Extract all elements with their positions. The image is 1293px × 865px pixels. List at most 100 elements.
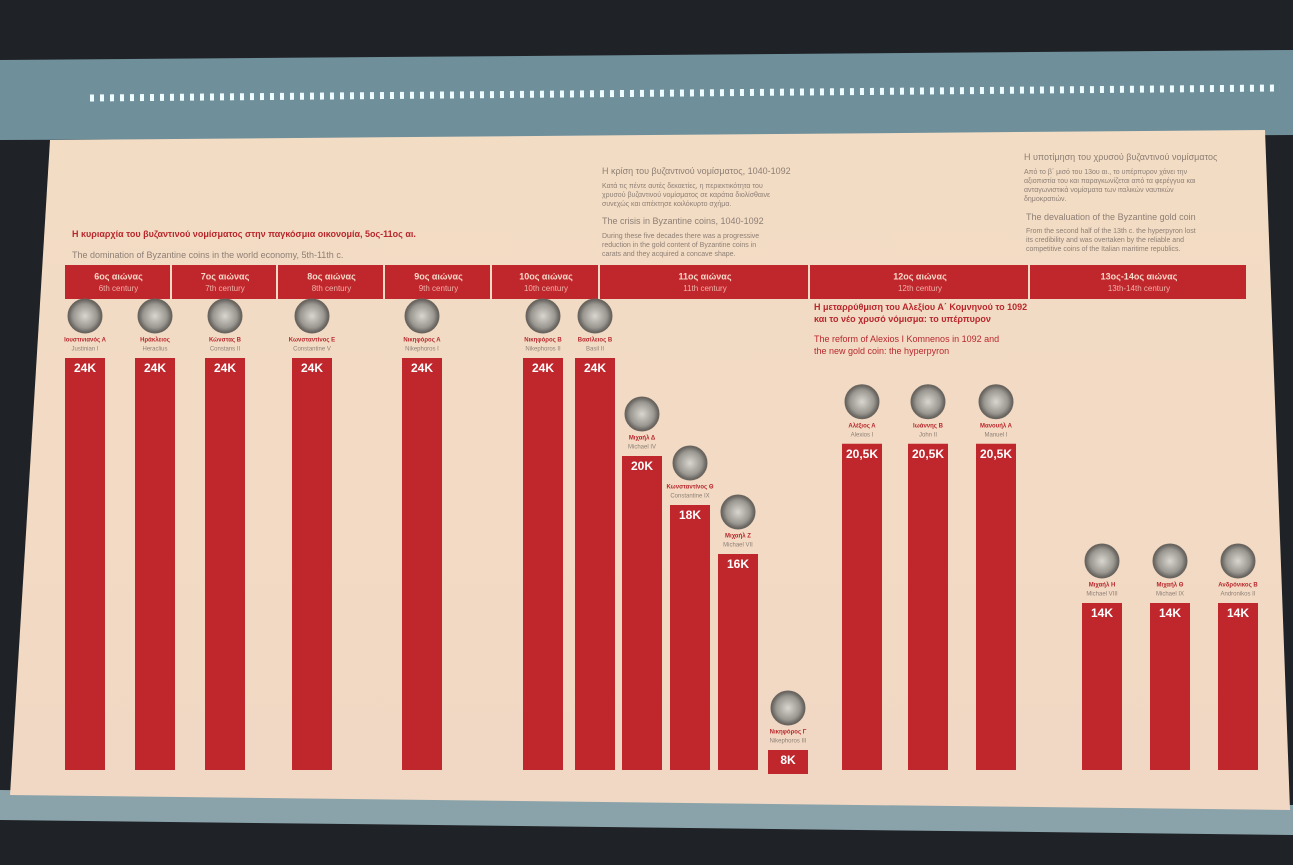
ruler-name-en: Basil II	[586, 347, 604, 353]
paragraph: The devaluation of the Byzantine gold co…	[1026, 212, 1196, 222]
century-label-en: 13th-14th century	[1108, 284, 1170, 293]
century-header	[1030, 265, 1246, 299]
century-label-en: 9th century	[419, 284, 459, 293]
bar	[842, 443, 882, 770]
coin	[67, 298, 103, 334]
century-label-en: 7th century	[205, 284, 245, 293]
value-label: 14K	[1091, 606, 1113, 620]
ruler-name-en: John II	[919, 432, 937, 438]
century-label: 10ος αιώνας	[519, 271, 573, 281]
value-label: 24K	[411, 361, 433, 375]
bar	[575, 358, 615, 770]
bar	[908, 443, 948, 770]
bar	[976, 443, 1016, 770]
bar	[670, 505, 710, 770]
bar	[65, 358, 105, 770]
ruler-name-en: Constantine V	[293, 347, 331, 353]
ruler-name-en: Heraclius	[142, 347, 167, 353]
chart: Η κυριαρχία του βυζαντινού νομίσματος στ…	[64, 152, 1258, 774]
case-top	[0, 50, 1293, 140]
value-label: 24K	[301, 361, 323, 375]
century-header	[600, 265, 808, 299]
ruler-name: Μιχαήλ Η	[1089, 583, 1116, 589]
bar	[1218, 603, 1258, 770]
ruler-name: Ιουστινιανός Α	[64, 338, 107, 344]
ruler-name: Νικηφόρος Α	[403, 338, 441, 344]
paragraph: Η κρίση του βυζαντινού νομίσματος, 1040-…	[602, 166, 791, 176]
bar	[292, 358, 332, 770]
century-header	[492, 265, 598, 299]
coin	[978, 384, 1014, 420]
value-label: 18K	[679, 508, 701, 522]
coin	[910, 384, 946, 420]
ruler-name-en: Michael IV	[628, 445, 656, 451]
ruler-name: Μιχαήλ Δ	[629, 436, 656, 442]
century-label: 8ος αιώνας	[307, 271, 356, 281]
coin	[1084, 543, 1120, 579]
coin	[137, 298, 173, 334]
century-label: 13ος-14ος αιώνας	[1101, 271, 1178, 281]
value-label: 20,5K	[912, 447, 944, 461]
ruler-name: Νικηφόρος Β	[524, 338, 562, 344]
century-header	[278, 265, 383, 299]
bar	[1082, 603, 1122, 770]
ruler-name-en: Michael VIII	[1086, 592, 1118, 598]
value-label: 8K	[780, 753, 796, 767]
ruler-name-en: Nikephoros I	[405, 347, 439, 353]
ruler-name: Μιχαήλ Θ	[1157, 583, 1184, 589]
coin	[207, 298, 243, 334]
century-label: 6ος αιώνας	[94, 271, 143, 281]
bar	[523, 358, 563, 770]
paragraph: Η μεταρρύθμιση του Αλεξίου Α΄ Κομνηνού τ…	[814, 302, 1027, 324]
century-label-en: 8th century	[312, 284, 352, 293]
century-label: 7ος αιώνας	[201, 271, 250, 281]
bar	[622, 456, 662, 770]
ruler-name: Κώνστας Β	[209, 338, 242, 344]
value-label: 20K	[631, 459, 653, 473]
coin	[1220, 543, 1256, 579]
ruler-name-en: Justinian I	[71, 347, 98, 353]
value-label: 20,5K	[846, 447, 878, 461]
ruler-name-en: Constantine IX	[670, 494, 709, 500]
value-label: 24K	[532, 361, 554, 375]
bar	[1150, 603, 1190, 770]
ruler-name: Βασίλειος Β	[578, 338, 613, 344]
ruler-name-en: Nikephoros III	[769, 739, 806, 745]
coin	[404, 298, 440, 334]
value-label: 24K	[144, 361, 166, 375]
coin	[624, 396, 660, 432]
century-label-en: 12th century	[898, 284, 942, 293]
paragraph: Η κυριαρχία του βυζαντινού νομίσματος στ…	[72, 229, 416, 239]
ruler-name-en: Michael VII	[723, 543, 753, 549]
coin	[672, 445, 708, 481]
coin	[577, 298, 613, 334]
century-label: 12ος αιώνας	[893, 271, 947, 281]
value-label: 24K	[74, 361, 96, 375]
coin	[294, 298, 330, 334]
value-label: 14K	[1227, 606, 1249, 620]
ruler-name-en: Nikephoros II	[525, 347, 561, 353]
century-label-en: 6th century	[99, 284, 139, 293]
led-strip	[89, 84, 1281, 102]
ruler-name: Μιχαήλ Ζ	[725, 534, 751, 540]
ruler-name: Ηράκλειος	[140, 338, 170, 344]
century-label-en: 10th century	[524, 284, 568, 293]
paragraph: Κατά τις πέντε αυτές δεκαετίες, η περιεκ…	[602, 182, 770, 208]
value-label: 16K	[727, 557, 749, 571]
century-header	[172, 265, 276, 299]
bar	[768, 750, 808, 774]
paragraph: Η υποτίμηση του χρυσού βυζαντινού νομίσμ…	[1024, 152, 1218, 162]
ruler-name: Κωνσταντίνος Ε	[289, 338, 335, 344]
coin	[770, 690, 806, 726]
coin	[720, 494, 756, 530]
value-label: 14K	[1159, 606, 1181, 620]
bar	[718, 554, 758, 770]
coin	[844, 384, 880, 420]
paragraph: The reform of Alexios I Komnenos in 1092…	[814, 334, 999, 356]
paragraph: The domination of Byzantine coins in the…	[72, 250, 343, 260]
century-header	[65, 265, 170, 299]
century-label: 9ος αιώνας	[414, 271, 463, 281]
ruler-name: Νικηφόρος Γ	[770, 730, 807, 736]
ruler-name: Ιωάννης Β	[913, 423, 944, 429]
